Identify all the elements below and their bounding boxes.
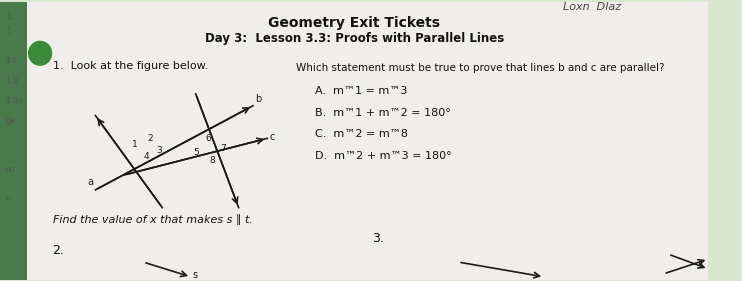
Text: 8: 8: [209, 156, 214, 165]
Text: 2: 2: [147, 134, 153, 143]
Text: 6: 6: [206, 134, 211, 143]
Text: ga: ga: [6, 115, 16, 124]
Text: 4: 4: [143, 152, 149, 161]
FancyBboxPatch shape: [27, 2, 709, 280]
Text: 2.: 2.: [53, 244, 65, 257]
Text: Day 3:  Lesson 3.3: Proofs with Parallel Lines: Day 3: Lesson 3.3: Proofs with Parallel …: [205, 31, 504, 44]
Text: A.  m™1 = m™3: A. m™1 = m™3: [315, 86, 407, 96]
Text: Which statement must be true to prove that lines b and c are parallel?: Which statement must be true to prove th…: [296, 63, 664, 73]
Circle shape: [29, 41, 51, 65]
Text: b: b: [255, 94, 261, 104]
Text: 1: 1: [132, 140, 137, 149]
Text: 7: 7: [220, 144, 226, 153]
Text: D.  m™2 + m™3 = 180°: D. m™2 + m™3 = 180°: [315, 151, 452, 161]
Text: 1: 1: [6, 12, 10, 21]
Text: Loxn  Dlaz: Loxn Dlaz: [563, 2, 621, 12]
Text: Find the value of x that makes s ∥ t.: Find the value of x that makes s ∥ t.: [53, 215, 252, 225]
Text: a: a: [88, 177, 93, 187]
Text: 1.  Look at the figure below.: 1. Look at the figure below.: [53, 61, 208, 71]
Text: 3.: 3.: [372, 232, 384, 245]
Text: 5: 5: [194, 148, 200, 157]
Text: c: c: [269, 132, 275, 142]
Text: n: n: [6, 195, 10, 204]
Text: C.  m™2 = m™8: C. m™2 = m™8: [315, 130, 408, 139]
Text: 3: 3: [157, 146, 162, 155]
Text: 1 p: 1 p: [6, 76, 18, 85]
Text: 1 c: 1 c: [6, 56, 17, 65]
Text: 1: 1: [6, 27, 10, 36]
Text: ou: ou: [6, 165, 16, 174]
Text: B.  m™1 + m™2 = 180°: B. m™1 + m™2 = 180°: [315, 108, 450, 118]
Text: s: s: [193, 270, 198, 280]
Text: 1 qu: 1 qu: [6, 96, 22, 105]
FancyBboxPatch shape: [0, 2, 27, 280]
Text: Geometry Exit Tickets: Geometry Exit Tickets: [268, 16, 440, 30]
